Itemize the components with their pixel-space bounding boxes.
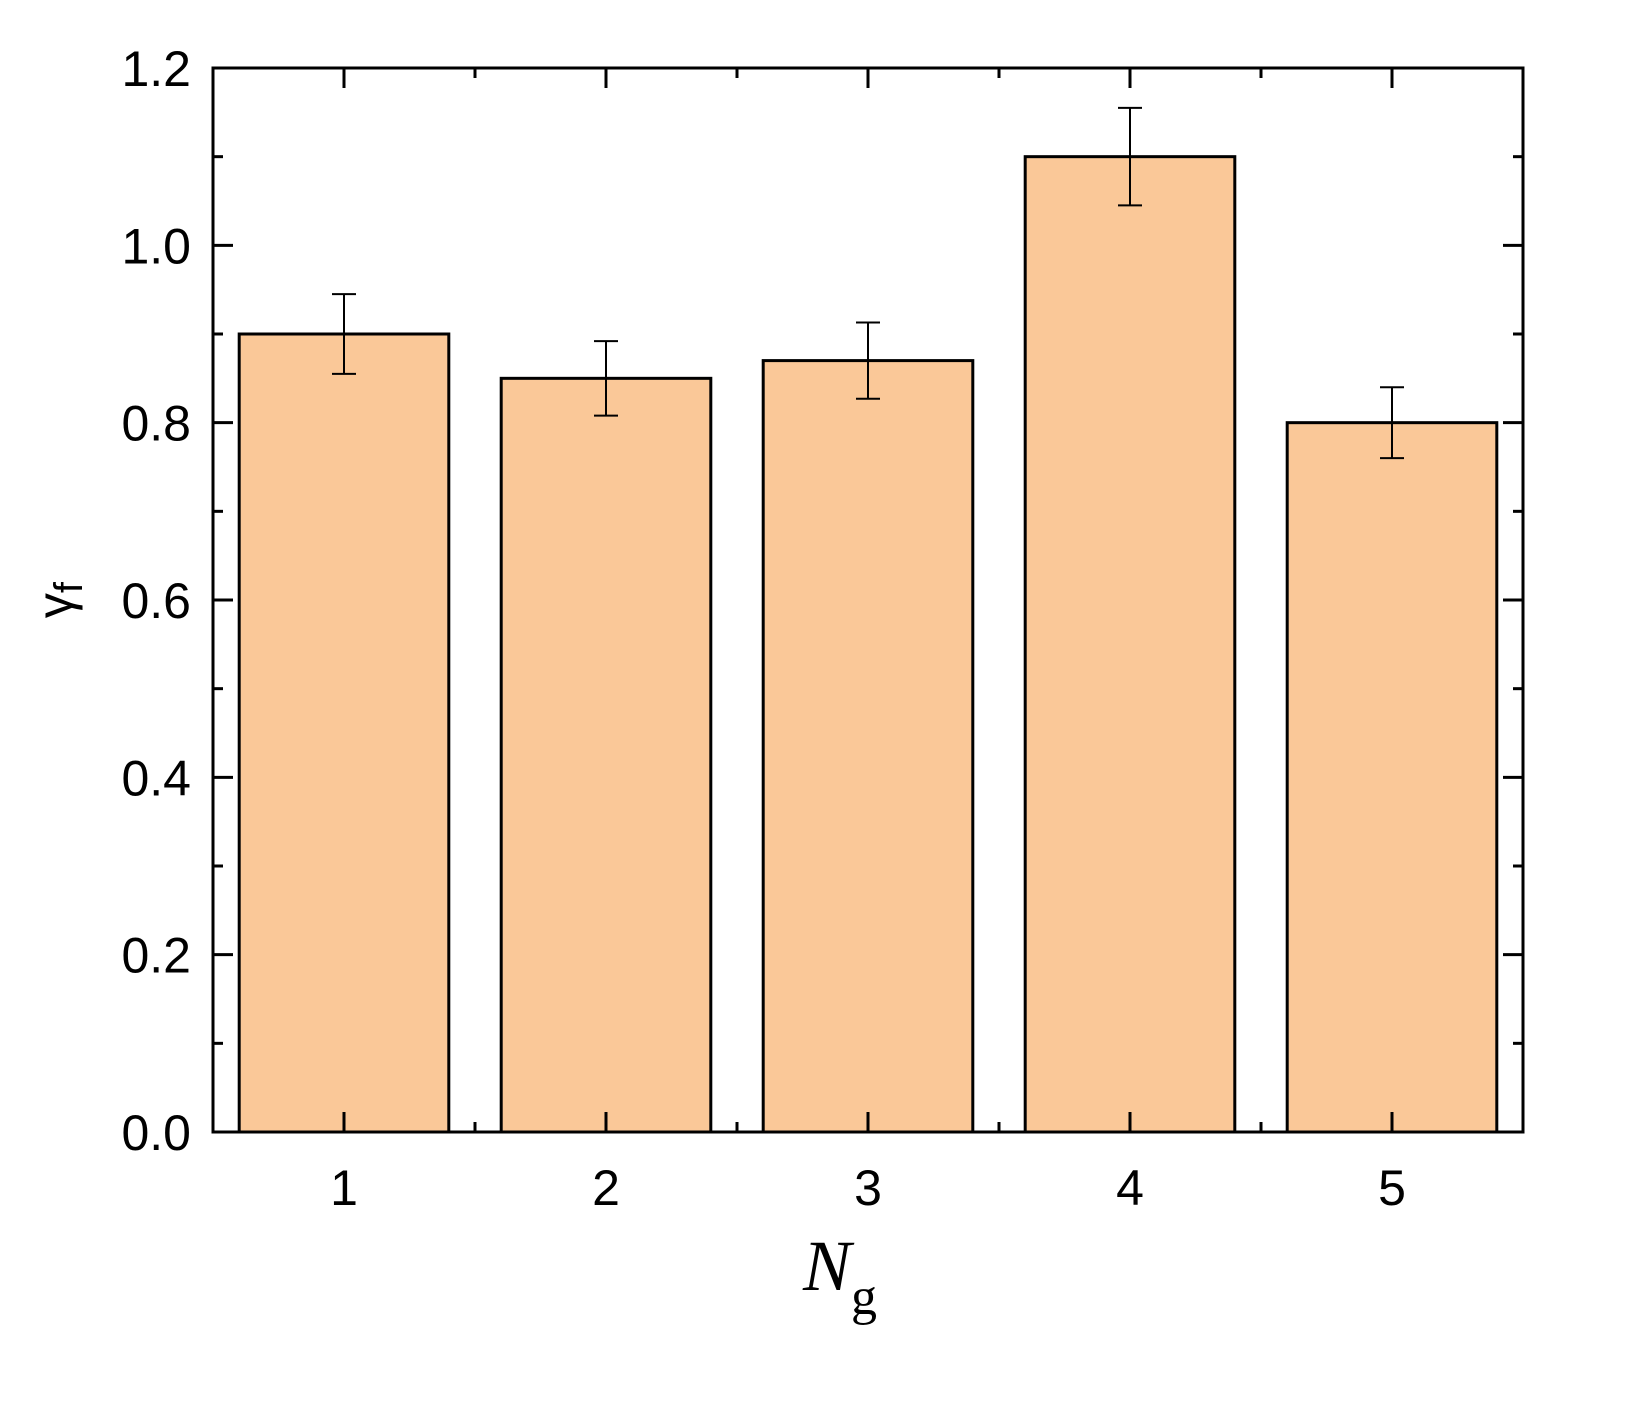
x-tick-label: 5	[1378, 1160, 1406, 1216]
x-tick-label: 1	[330, 1160, 358, 1216]
x-tick-label: 2	[592, 1160, 620, 1216]
y-tick-label: 0.2	[121, 928, 191, 984]
bar	[761, 359, 975, 1134]
bar	[1285, 421, 1499, 1134]
x-axis-label: Ng	[802, 1226, 877, 1326]
x-tick-label: 3	[854, 1160, 882, 1216]
y-label-sub: f	[47, 581, 91, 593]
x-label-main: N	[802, 1226, 855, 1306]
x-label-sub: g	[851, 1269, 877, 1326]
bar	[1023, 155, 1237, 1134]
y-label-main: γ	[27, 593, 83, 618]
y-tick-label: 1.0	[121, 218, 191, 274]
y-tick-label: 0.8	[121, 396, 191, 452]
y-tick-label: 1.2	[121, 41, 191, 97]
y-tick-label: 0.0	[121, 1105, 191, 1161]
y-tick-label: 0.6	[121, 573, 191, 629]
y-axis-label: γf	[27, 581, 91, 618]
y-tick-label: 0.4	[121, 750, 191, 806]
bar	[237, 332, 451, 1134]
x-tick-label: 4	[1116, 1160, 1144, 1216]
bar	[499, 376, 713, 1134]
plot-frame	[211, 66, 1525, 1134]
